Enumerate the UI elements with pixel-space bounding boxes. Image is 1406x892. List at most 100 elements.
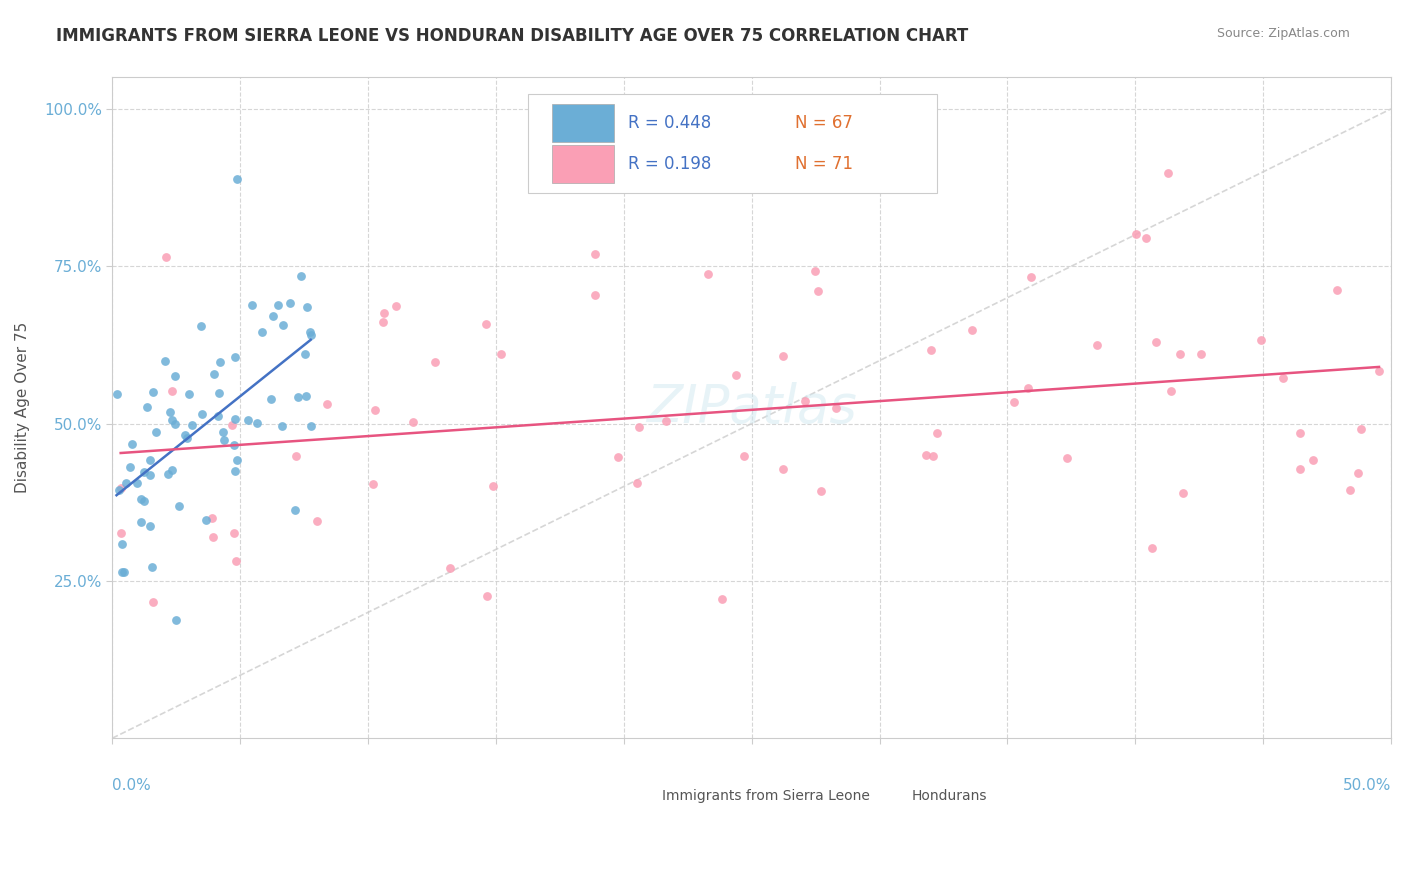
Point (772, 462, 794, 476)
Point (772, 349, 794, 363)
Point (315, 396, 337, 410)
Point (1157, 166, 1180, 180)
Point (163, 368, 186, 383)
Point (145, 425, 167, 439)
Point (373, 306, 395, 320)
Point (921, 450, 943, 464)
Point (1142, 541, 1164, 555)
Point (225, 453, 247, 467)
Point (1250, 333, 1272, 347)
FancyBboxPatch shape (527, 94, 936, 193)
Point (262, 309, 284, 323)
Point (110, 526, 132, 541)
Point (226, 171, 249, 186)
Point (111, 565, 134, 579)
Point (1056, 450, 1078, 465)
Point (141, 560, 163, 574)
Point (165, 613, 187, 627)
Point (208, 355, 231, 369)
Point (202, 367, 225, 381)
Point (1368, 364, 1391, 378)
Point (121, 437, 143, 451)
Point (160, 413, 183, 427)
Point (207, 409, 229, 424)
Point (807, 284, 830, 298)
Point (222, 437, 245, 451)
Point (425, 355, 447, 369)
Text: N = 71: N = 71 (796, 155, 853, 173)
Point (108, 483, 131, 497)
Point (371, 315, 394, 329)
FancyBboxPatch shape (621, 786, 654, 807)
Point (134, 466, 156, 480)
Point (1289, 462, 1312, 476)
Point (489, 346, 512, 360)
Point (176, 432, 198, 446)
Point (475, 590, 498, 604)
Point (240, 298, 263, 312)
Point (1302, 452, 1324, 467)
Point (180, 417, 202, 432)
Point (1189, 346, 1212, 360)
Point (384, 299, 406, 313)
Point (920, 343, 942, 357)
Point (260, 392, 283, 406)
Point (156, 467, 179, 482)
Point (1289, 425, 1312, 440)
FancyBboxPatch shape (553, 145, 613, 183)
FancyBboxPatch shape (553, 103, 613, 142)
Point (402, 416, 425, 430)
Point (222, 526, 245, 541)
Point (105, 387, 128, 401)
Point (190, 318, 212, 333)
Text: R = 0.448: R = 0.448 (627, 114, 711, 132)
Point (794, 394, 817, 409)
Point (697, 267, 720, 281)
Point (725, 368, 748, 383)
Point (120, 460, 142, 475)
Point (246, 416, 269, 430)
Point (284, 503, 307, 517)
Point (110, 536, 132, 550)
Point (114, 476, 136, 491)
Point (294, 347, 316, 361)
Point (804, 263, 827, 277)
Point (236, 413, 259, 427)
Point (475, 317, 498, 331)
Point (733, 450, 755, 464)
Point (1347, 466, 1369, 480)
Point (710, 592, 733, 607)
Point (1135, 231, 1157, 245)
Point (1168, 346, 1191, 360)
Point (298, 325, 321, 339)
Point (202, 530, 225, 544)
Point (290, 268, 312, 283)
Point (299, 418, 322, 433)
Point (364, 402, 387, 417)
Point (960, 323, 983, 337)
Point (129, 516, 152, 530)
Text: R = 0.198: R = 0.198 (627, 155, 711, 173)
Point (139, 467, 162, 482)
Point (191, 407, 214, 421)
Point (305, 514, 328, 528)
Point (138, 518, 160, 533)
Point (1326, 283, 1348, 297)
Point (142, 385, 165, 400)
Point (295, 301, 318, 315)
Point (127, 476, 149, 491)
Point (208, 386, 231, 401)
Point (627, 420, 650, 434)
Point (224, 465, 246, 479)
Point (361, 477, 384, 491)
Point (270, 418, 292, 433)
Point (295, 389, 318, 403)
Text: N = 67: N = 67 (796, 114, 853, 132)
Point (194, 513, 217, 527)
Point (1019, 269, 1042, 284)
Point (1144, 335, 1167, 350)
Text: 0.0%: 0.0% (112, 778, 150, 793)
Y-axis label: Disability Age Over 75: Disability Age Over 75 (15, 322, 30, 493)
Point (1085, 337, 1108, 351)
Point (250, 325, 273, 339)
